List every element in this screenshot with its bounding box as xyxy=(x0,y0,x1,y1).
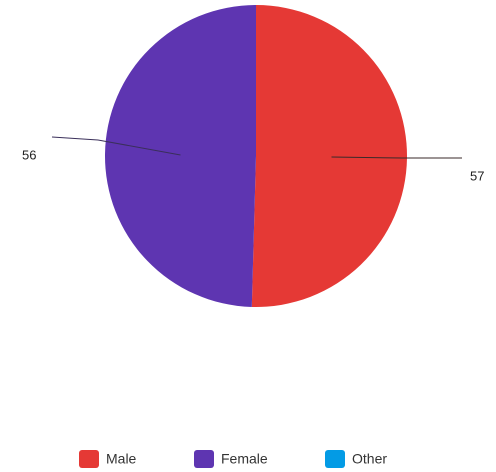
pie-slice-male[interactable] xyxy=(251,5,407,307)
data-label-male: 57 xyxy=(470,168,484,183)
leader-lines xyxy=(51,136,462,159)
legend-swatch-female xyxy=(194,450,214,468)
legend: Male Female Other xyxy=(79,450,387,468)
legend-label-male: Male xyxy=(106,451,137,467)
legend-item-other[interactable]: Other xyxy=(325,450,387,468)
legend-item-male[interactable]: Male xyxy=(79,450,137,468)
pie-slice-female[interactable] xyxy=(104,5,257,307)
legend-swatch-male xyxy=(79,450,99,468)
leader-line-female xyxy=(51,136,181,156)
legend-label-other: Other xyxy=(352,451,387,467)
data-labels: 57 56 xyxy=(22,147,484,183)
pie-slices xyxy=(104,5,407,307)
legend-label-female: Female xyxy=(221,451,268,467)
leader-line-male xyxy=(331,156,462,159)
data-label-female: 56 xyxy=(22,147,36,162)
legend-item-female[interactable]: Female xyxy=(194,450,268,468)
legend-swatch-other xyxy=(325,450,345,468)
